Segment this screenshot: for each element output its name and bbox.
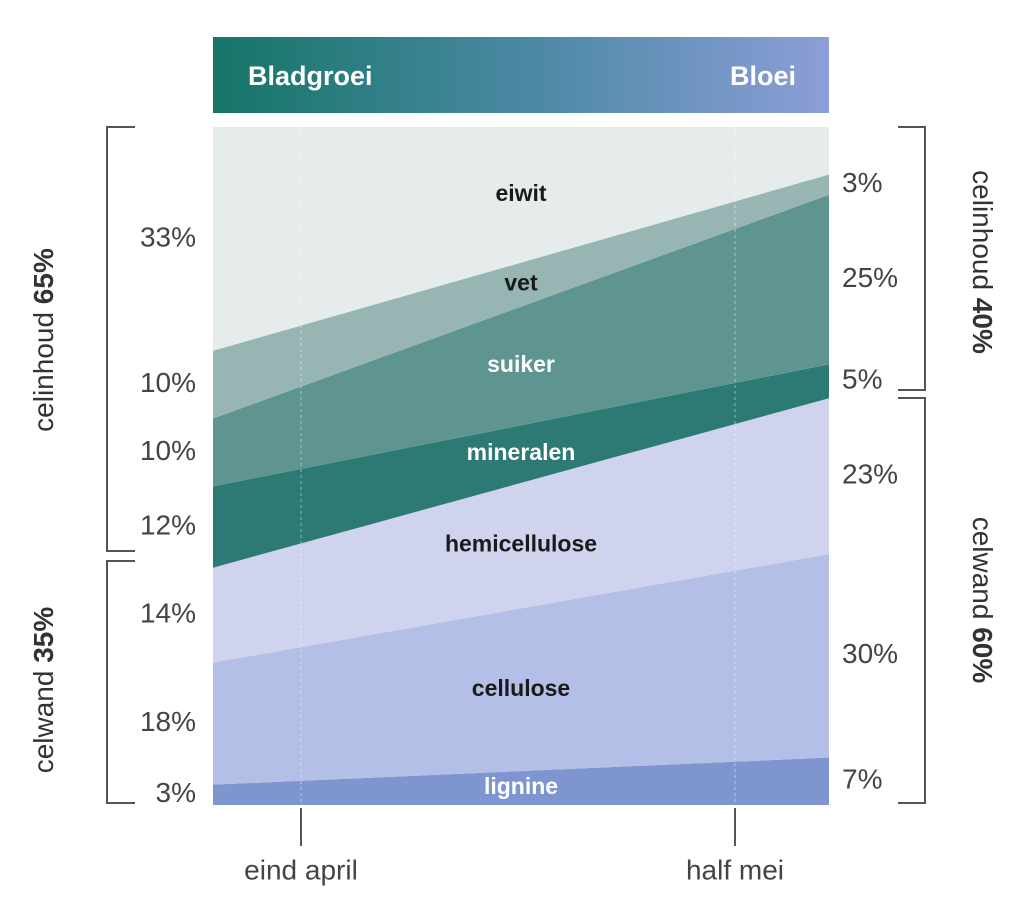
value-label: 3% [842, 167, 882, 198]
area [213, 398, 829, 663]
series-label: suiker [487, 351, 555, 377]
bracket [898, 397, 926, 804]
value-label: 33% [140, 221, 196, 252]
series-label: cellulose [472, 675, 570, 701]
area [213, 554, 829, 785]
bracket [106, 126, 135, 552]
group-label: celwand 35% [28, 607, 59, 774]
header-left: Bladgroei [248, 61, 373, 91]
x-tick-label: eind april [244, 854, 358, 885]
value-label: 18% [140, 706, 196, 737]
area [213, 127, 829, 351]
value-label: 3% [156, 777, 196, 808]
area [213, 757, 829, 805]
group-label: celinhoud 65% [28, 248, 59, 432]
header-right: Bloei [730, 61, 796, 91]
area [213, 194, 829, 487]
value-label: 12% [140, 509, 196, 540]
group-label: celinhoud 40% [967, 170, 998, 354]
value-label: 10% [140, 367, 196, 398]
series-label: vet [504, 270, 538, 296]
value-label: 7% [842, 764, 882, 795]
area [213, 174, 829, 419]
bracket [106, 560, 135, 804]
group-label: celwand 60% [967, 517, 998, 684]
bracket [898, 126, 926, 391]
area [213, 364, 829, 568]
value-label: 23% [842, 459, 898, 490]
value-label: 30% [842, 638, 898, 669]
header-band [213, 37, 829, 113]
value-label: 5% [842, 364, 882, 395]
series-label: hemicellulose [445, 531, 597, 557]
value-label: 25% [842, 262, 898, 293]
series-label: mineralen [467, 439, 576, 465]
series-label: eiwit [495, 180, 546, 206]
x-tick-label: half mei [686, 854, 784, 885]
series-label: lignine [484, 773, 558, 799]
value-label: 14% [140, 598, 196, 629]
value-label: 10% [140, 435, 196, 466]
areas [213, 127, 829, 805]
